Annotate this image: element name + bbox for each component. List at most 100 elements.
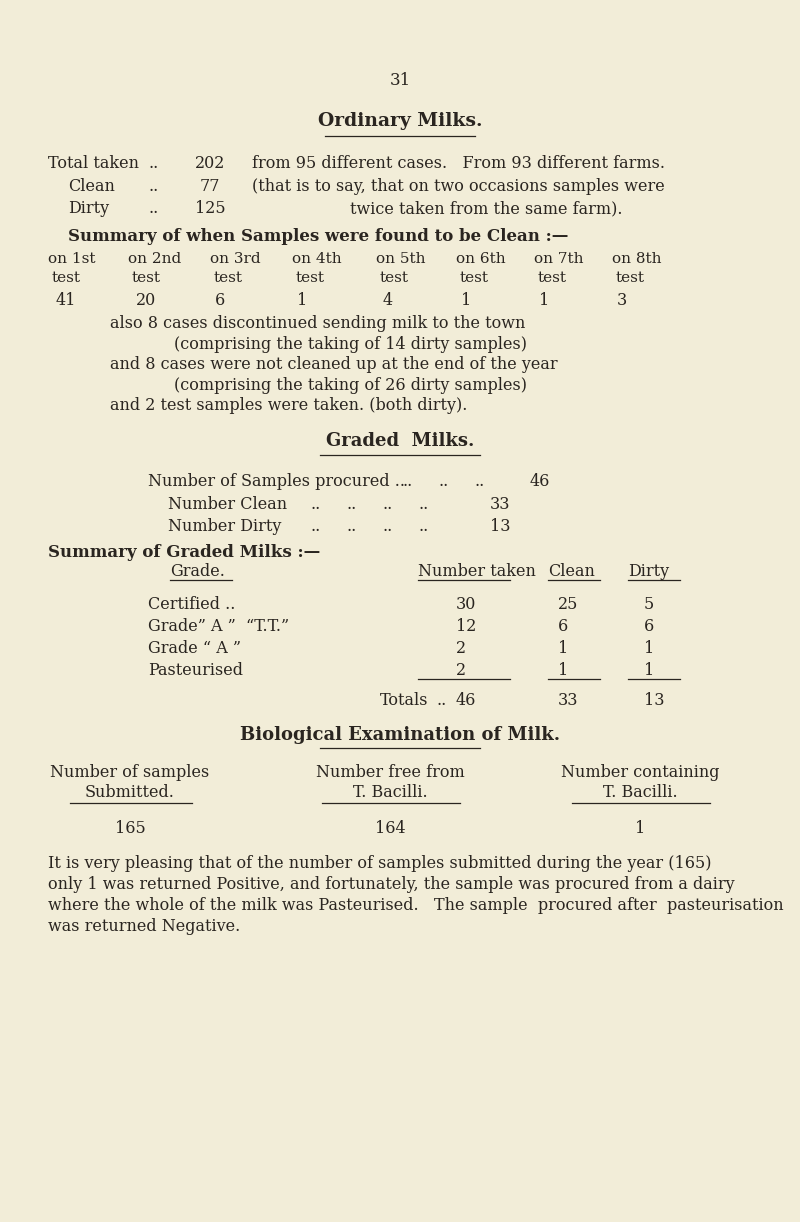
Text: on 8th: on 8th <box>612 252 662 266</box>
Text: 1: 1 <box>461 292 471 309</box>
Text: ..: .. <box>346 496 356 513</box>
Text: 30: 30 <box>456 596 476 613</box>
Text: 165: 165 <box>114 820 146 837</box>
Text: 25: 25 <box>558 596 578 613</box>
Text: Certified ..: Certified .. <box>148 596 235 613</box>
Text: Clean: Clean <box>68 178 115 196</box>
Text: 1: 1 <box>644 662 654 679</box>
Text: It is very pleasing that of the number of samples submitted during the year (165: It is very pleasing that of the number o… <box>48 855 711 873</box>
Text: 12: 12 <box>456 618 476 635</box>
Text: 1: 1 <box>539 292 550 309</box>
Text: 1: 1 <box>644 640 654 657</box>
Text: Number Dirty: Number Dirty <box>168 518 282 535</box>
Text: also 8 cases discontinued sending milk to the town: also 8 cases discontinued sending milk t… <box>110 315 526 332</box>
Text: 13: 13 <box>490 518 510 535</box>
Text: Number free from: Number free from <box>316 764 464 781</box>
Text: 13: 13 <box>644 692 665 709</box>
Text: Grade” A ”  “T.T.”: Grade” A ” “T.T.” <box>148 618 289 635</box>
Text: 46: 46 <box>456 692 476 709</box>
Text: Summary of when Samples were found to be Clean :—: Summary of when Samples were found to be… <box>68 229 568 244</box>
Text: Grade “ A ”: Grade “ A ” <box>148 640 241 657</box>
Text: on 1st: on 1st <box>48 252 95 266</box>
Text: on 7th: on 7th <box>534 252 583 266</box>
Text: Total taken: Total taken <box>48 155 139 172</box>
Text: ..: .. <box>310 518 320 535</box>
Text: Clean: Clean <box>548 563 595 580</box>
Text: T. Bacilli.: T. Bacilli. <box>602 785 678 800</box>
Text: 33: 33 <box>490 496 510 513</box>
Text: ..: .. <box>346 518 356 535</box>
Text: 20: 20 <box>136 292 156 309</box>
Text: and 2 test samples were taken. (both dirty).: and 2 test samples were taken. (both dir… <box>110 397 467 414</box>
Text: Biological Examination of Milk.: Biological Examination of Milk. <box>240 726 560 744</box>
Text: Grade.: Grade. <box>170 563 225 580</box>
Text: where the whole of the milk was Pasteurised.   The sample  procured after  paste: where the whole of the milk was Pasteuri… <box>48 897 784 914</box>
Text: 6: 6 <box>558 618 568 635</box>
Text: Totals: Totals <box>380 692 429 709</box>
Text: and 8 cases were not cleaned up at the end of the year: and 8 cases were not cleaned up at the e… <box>110 356 558 373</box>
Text: Number of Samples procured ..: Number of Samples procured .. <box>148 473 405 490</box>
Text: test: test <box>214 271 243 285</box>
Text: Number Clean: Number Clean <box>168 496 287 513</box>
Text: ..: .. <box>436 692 446 709</box>
Text: 1: 1 <box>297 292 307 309</box>
Text: 2: 2 <box>456 640 466 657</box>
Text: only 1 was returned Positive, and fortunately, the sample was procured from a da: only 1 was returned Positive, and fortun… <box>48 876 734 893</box>
Text: Number containing: Number containing <box>561 764 719 781</box>
Text: Graded  Milks.: Graded Milks. <box>326 433 474 450</box>
Text: 2: 2 <box>456 662 466 679</box>
Text: 31: 31 <box>390 72 410 89</box>
Text: from 95 different cases.   From 93 different farms.: from 95 different cases. From 93 differe… <box>252 155 665 172</box>
Text: twice taken from the same farm).: twice taken from the same farm). <box>350 200 622 218</box>
Text: on 5th: on 5th <box>376 252 426 266</box>
Text: 1: 1 <box>558 662 568 679</box>
Text: 1: 1 <box>635 820 645 837</box>
Text: ..: .. <box>474 473 484 490</box>
Text: 6: 6 <box>215 292 226 309</box>
Text: 46: 46 <box>530 473 550 490</box>
Text: ..: .. <box>148 178 158 196</box>
Text: test: test <box>296 271 325 285</box>
Text: ..: .. <box>148 155 158 172</box>
Text: 41: 41 <box>56 292 76 309</box>
Text: on 3rd: on 3rd <box>210 252 261 266</box>
Text: 125: 125 <box>195 200 226 218</box>
Text: 6: 6 <box>644 618 654 635</box>
Text: ..: .. <box>382 496 392 513</box>
Text: (comprising the taking of 14 dirty samples): (comprising the taking of 14 dirty sampl… <box>174 336 527 353</box>
Text: test: test <box>52 271 81 285</box>
Text: Submitted.: Submitted. <box>85 785 175 800</box>
Text: Number of samples: Number of samples <box>50 764 210 781</box>
Text: (that is to say, that on two occasions samples were: (that is to say, that on two occasions s… <box>252 178 665 196</box>
Text: (comprising the taking of 26 dirty samples): (comprising the taking of 26 dirty sampl… <box>174 378 527 393</box>
Text: 164: 164 <box>374 820 406 837</box>
Text: 77: 77 <box>200 178 221 196</box>
Text: Number taken: Number taken <box>418 563 536 580</box>
Text: test: test <box>380 271 409 285</box>
Text: on 2nd: on 2nd <box>128 252 182 266</box>
Text: test: test <box>616 271 645 285</box>
Text: Ordinary Milks.: Ordinary Milks. <box>318 112 482 130</box>
Text: ..: .. <box>402 473 412 490</box>
Text: Pasteurised: Pasteurised <box>148 662 243 679</box>
Text: ..: .. <box>418 518 428 535</box>
Text: test: test <box>460 271 489 285</box>
Text: 3: 3 <box>617 292 627 309</box>
Text: ..: .. <box>310 496 320 513</box>
Text: ..: .. <box>438 473 448 490</box>
Text: 5: 5 <box>644 596 654 613</box>
Text: test: test <box>132 271 161 285</box>
Text: 202: 202 <box>195 155 226 172</box>
Text: ..: .. <box>382 518 392 535</box>
Text: 33: 33 <box>558 692 578 709</box>
Text: 1: 1 <box>558 640 568 657</box>
Text: ..: .. <box>148 200 158 218</box>
Text: T. Bacilli.: T. Bacilli. <box>353 785 427 800</box>
Text: Summary of Graded Milks :—: Summary of Graded Milks :— <box>48 544 320 561</box>
Text: ..: .. <box>418 496 428 513</box>
Text: test: test <box>538 271 567 285</box>
Text: 4: 4 <box>383 292 393 309</box>
Text: Dirty: Dirty <box>628 563 669 580</box>
Text: on 6th: on 6th <box>456 252 506 266</box>
Text: on 4th: on 4th <box>292 252 342 266</box>
